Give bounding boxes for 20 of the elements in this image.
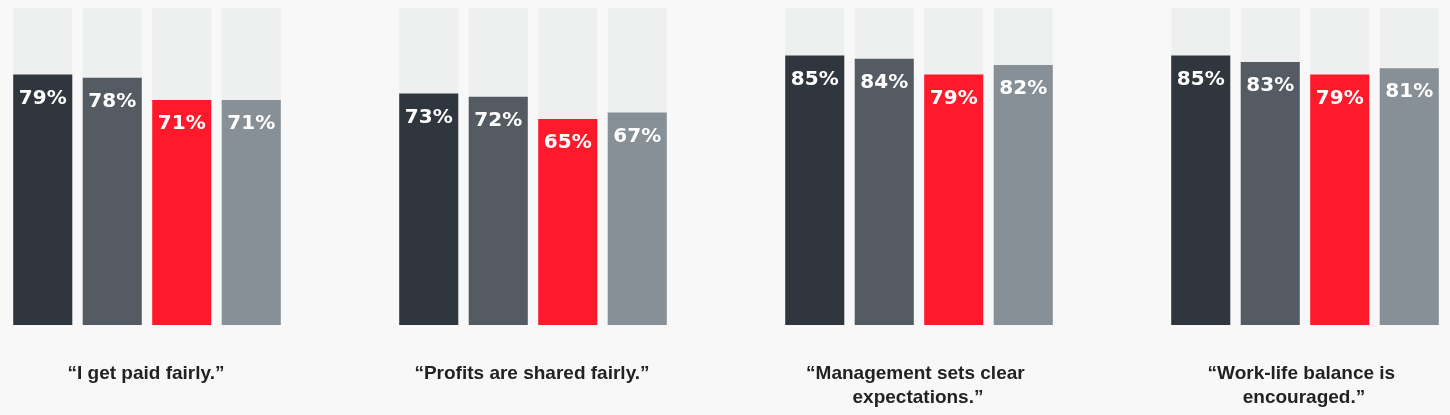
x-axis-title: “Profits are shared fairly.” (414, 361, 650, 383)
data-label: 71% (227, 109, 276, 134)
data-label: 73% (404, 103, 453, 128)
data-label: 71% (157, 109, 206, 134)
data-label: 79% (929, 84, 978, 109)
x-axis-title: “Management sets clear expectations.” (806, 361, 1030, 407)
data-label: 78% (88, 87, 137, 112)
data-label: 72% (474, 106, 523, 131)
data-label: 83% (1246, 71, 1295, 96)
data-label: 65% (543, 128, 592, 153)
data-label: 85% (790, 65, 839, 90)
data-label: 67% (613, 122, 662, 147)
data-label: 79% (1315, 84, 1364, 109)
data-label: 79% (18, 84, 67, 109)
data-label: 85% (1176, 65, 1225, 90)
data-label: 82% (999, 75, 1048, 100)
x-axis-title: “Work-life balance is encouraged.” (1207, 361, 1401, 407)
x-axis-title: “I get paid fairly.” (67, 361, 225, 383)
data-label: 84% (860, 68, 909, 93)
data-label: 81% (1385, 78, 1434, 103)
